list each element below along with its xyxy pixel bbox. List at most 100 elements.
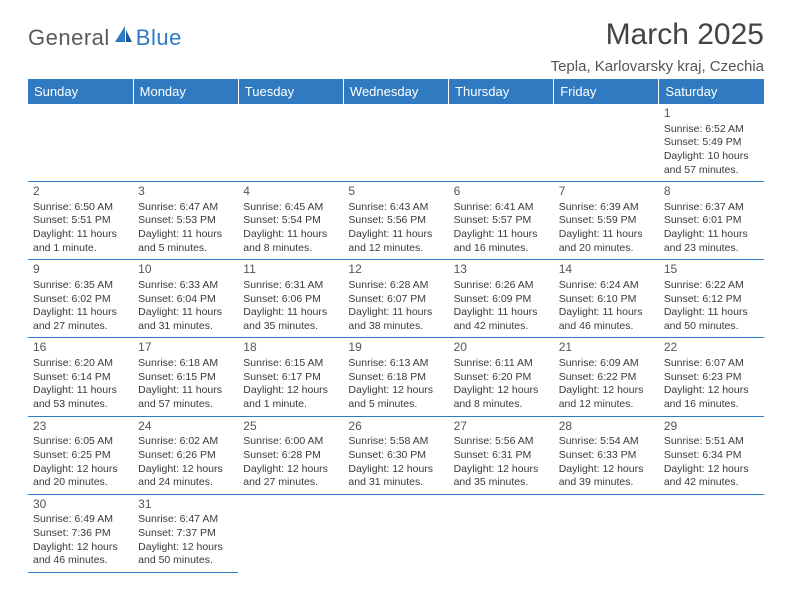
sunrise-text: Sunrise: 6:22 AM bbox=[664, 279, 759, 293]
sunset-text: Sunset: 6:20 PM bbox=[454, 371, 549, 385]
day-number: 2 bbox=[33, 184, 128, 200]
sunset-text: Sunset: 5:59 PM bbox=[559, 214, 654, 228]
sunset-text: Sunset: 5:49 PM bbox=[664, 136, 759, 150]
sunrise-text: Sunrise: 6:00 AM bbox=[243, 435, 338, 449]
daylight-text: Daylight: 11 hours and 46 minutes. bbox=[559, 306, 654, 333]
day-header: Friday bbox=[554, 79, 659, 104]
day-number: 1 bbox=[664, 106, 759, 122]
empty-cell bbox=[554, 494, 659, 572]
sunset-text: Sunset: 6:33 PM bbox=[559, 449, 654, 463]
day-number: 29 bbox=[664, 419, 759, 435]
calendar-day-cell: 6Sunrise: 6:41 AMSunset: 5:57 PMDaylight… bbox=[449, 182, 554, 260]
calendar-day-cell: 31Sunrise: 6:47 AMSunset: 7:37 PMDayligh… bbox=[133, 494, 238, 572]
sunrise-text: Sunrise: 6:20 AM bbox=[33, 357, 128, 371]
sunrise-text: Sunrise: 6:45 AM bbox=[243, 201, 338, 215]
sunset-text: Sunset: 6:30 PM bbox=[348, 449, 443, 463]
sunset-text: Sunset: 5:56 PM bbox=[348, 214, 443, 228]
sunset-text: Sunset: 6:28 PM bbox=[243, 449, 338, 463]
title-block: March 2025 Tepla, Karlovarsky kraj, Czec… bbox=[551, 18, 764, 75]
sunrise-text: Sunrise: 6:28 AM bbox=[348, 279, 443, 293]
sunrise-text: Sunrise: 6:49 AM bbox=[33, 513, 128, 527]
calendar-day-cell: 24Sunrise: 6:02 AMSunset: 6:26 PMDayligh… bbox=[133, 416, 238, 494]
calendar-day-cell: 25Sunrise: 6:00 AMSunset: 6:28 PMDayligh… bbox=[238, 416, 343, 494]
daylight-text: Daylight: 11 hours and 1 minute. bbox=[33, 228, 128, 255]
day-header: Thursday bbox=[449, 79, 554, 104]
sunrise-text: Sunrise: 6:07 AM bbox=[664, 357, 759, 371]
daylight-text: Daylight: 12 hours and 31 minutes. bbox=[348, 463, 443, 490]
sunrise-text: Sunrise: 6:31 AM bbox=[243, 279, 338, 293]
day-header: Wednesday bbox=[343, 79, 448, 104]
calendar-day-cell: 23Sunrise: 6:05 AMSunset: 6:25 PMDayligh… bbox=[28, 416, 133, 494]
day-header-row: SundayMondayTuesdayWednesdayThursdayFrid… bbox=[28, 79, 764, 104]
daylight-text: Daylight: 11 hours and 20 minutes. bbox=[559, 228, 654, 255]
sunset-text: Sunset: 6:14 PM bbox=[33, 371, 128, 385]
calendar-day-cell: 28Sunrise: 5:54 AMSunset: 6:33 PMDayligh… bbox=[554, 416, 659, 494]
day-number: 15 bbox=[664, 262, 759, 278]
sunrise-text: Sunrise: 6:24 AM bbox=[559, 279, 654, 293]
daylight-text: Daylight: 11 hours and 8 minutes. bbox=[243, 228, 338, 255]
daylight-text: Daylight: 12 hours and 8 minutes. bbox=[454, 384, 549, 411]
daylight-text: Daylight: 11 hours and 57 minutes. bbox=[138, 384, 233, 411]
daylight-text: Daylight: 12 hours and 20 minutes. bbox=[33, 463, 128, 490]
day-number: 16 bbox=[33, 340, 128, 356]
sunset-text: Sunset: 6:15 PM bbox=[138, 371, 233, 385]
calendar-day-cell: 1Sunrise: 6:52 AMSunset: 5:49 PMDaylight… bbox=[659, 104, 764, 182]
sunset-text: Sunset: 6:04 PM bbox=[138, 293, 233, 307]
calendar-week-row: 30Sunrise: 6:49 AMSunset: 7:36 PMDayligh… bbox=[28, 494, 764, 572]
sunrise-text: Sunrise: 5:51 AM bbox=[664, 435, 759, 449]
day-number: 5 bbox=[348, 184, 443, 200]
sunset-text: Sunset: 7:36 PM bbox=[33, 527, 128, 541]
calendar-day-cell: 11Sunrise: 6:31 AMSunset: 6:06 PMDayligh… bbox=[238, 260, 343, 338]
calendar-day-cell: 3Sunrise: 6:47 AMSunset: 5:53 PMDaylight… bbox=[133, 182, 238, 260]
sunset-text: Sunset: 6:26 PM bbox=[138, 449, 233, 463]
sunset-text: Sunset: 6:31 PM bbox=[454, 449, 549, 463]
sunrise-text: Sunrise: 6:47 AM bbox=[138, 513, 233, 527]
sunrise-text: Sunrise: 6:35 AM bbox=[33, 279, 128, 293]
sunrise-text: Sunrise: 6:52 AM bbox=[664, 123, 759, 137]
calendar-week-row: 9Sunrise: 6:35 AMSunset: 6:02 PMDaylight… bbox=[28, 260, 764, 338]
calendar-day-cell: 2Sunrise: 6:50 AMSunset: 5:51 PMDaylight… bbox=[28, 182, 133, 260]
day-header: Sunday bbox=[28, 79, 133, 104]
calendar-day-cell: 27Sunrise: 5:56 AMSunset: 6:31 PMDayligh… bbox=[449, 416, 554, 494]
sunset-text: Sunset: 7:37 PM bbox=[138, 527, 233, 541]
day-number: 21 bbox=[559, 340, 654, 356]
daylight-text: Daylight: 11 hours and 31 minutes. bbox=[138, 306, 233, 333]
calendar-head: SundayMondayTuesdayWednesdayThursdayFrid… bbox=[28, 79, 764, 104]
day-number: 19 bbox=[348, 340, 443, 356]
calendar-day-cell: 22Sunrise: 6:07 AMSunset: 6:23 PMDayligh… bbox=[659, 338, 764, 416]
sunset-text: Sunset: 6:34 PM bbox=[664, 449, 759, 463]
calendar-day-cell: 5Sunrise: 6:43 AMSunset: 5:56 PMDaylight… bbox=[343, 182, 448, 260]
sunrise-text: Sunrise: 6:47 AM bbox=[138, 201, 233, 215]
calendar-day-cell: 10Sunrise: 6:33 AMSunset: 6:04 PMDayligh… bbox=[133, 260, 238, 338]
sunset-text: Sunset: 6:25 PM bbox=[33, 449, 128, 463]
calendar-day-cell: 14Sunrise: 6:24 AMSunset: 6:10 PMDayligh… bbox=[554, 260, 659, 338]
empty-cell bbox=[343, 104, 448, 182]
daylight-text: Daylight: 11 hours and 16 minutes. bbox=[454, 228, 549, 255]
calendar-day-cell: 17Sunrise: 6:18 AMSunset: 6:15 PMDayligh… bbox=[133, 338, 238, 416]
daylight-text: Daylight: 11 hours and 42 minutes. bbox=[454, 306, 549, 333]
sunset-text: Sunset: 6:22 PM bbox=[559, 371, 654, 385]
calendar-day-cell: 18Sunrise: 6:15 AMSunset: 6:17 PMDayligh… bbox=[238, 338, 343, 416]
day-number: 4 bbox=[243, 184, 338, 200]
calendar-week-row: 23Sunrise: 6:05 AMSunset: 6:25 PMDayligh… bbox=[28, 416, 764, 494]
daylight-text: Daylight: 12 hours and 16 minutes. bbox=[664, 384, 759, 411]
daylight-text: Daylight: 11 hours and 27 minutes. bbox=[33, 306, 128, 333]
daylight-text: Daylight: 12 hours and 39 minutes. bbox=[559, 463, 654, 490]
sunrise-text: Sunrise: 6:33 AM bbox=[138, 279, 233, 293]
day-number: 14 bbox=[559, 262, 654, 278]
calendar-table: SundayMondayTuesdayWednesdayThursdayFrid… bbox=[28, 79, 764, 573]
sunset-text: Sunset: 5:57 PM bbox=[454, 214, 549, 228]
day-number: 11 bbox=[243, 262, 338, 278]
daylight-text: Daylight: 11 hours and 12 minutes. bbox=[348, 228, 443, 255]
calendar-day-cell: 9Sunrise: 6:35 AMSunset: 6:02 PMDaylight… bbox=[28, 260, 133, 338]
sunset-text: Sunset: 5:51 PM bbox=[33, 214, 128, 228]
sunset-text: Sunset: 6:06 PM bbox=[243, 293, 338, 307]
empty-cell bbox=[238, 494, 343, 572]
day-number: 20 bbox=[454, 340, 549, 356]
sunrise-text: Sunrise: 6:37 AM bbox=[664, 201, 759, 215]
daylight-text: Daylight: 12 hours and 27 minutes. bbox=[243, 463, 338, 490]
calendar-week-row: 16Sunrise: 6:20 AMSunset: 6:14 PM Dayligh… bbox=[28, 338, 764, 416]
month-title: March 2025 bbox=[551, 18, 764, 52]
logo-text-blue: Blue bbox=[136, 25, 182, 51]
day-number: 9 bbox=[33, 262, 128, 278]
